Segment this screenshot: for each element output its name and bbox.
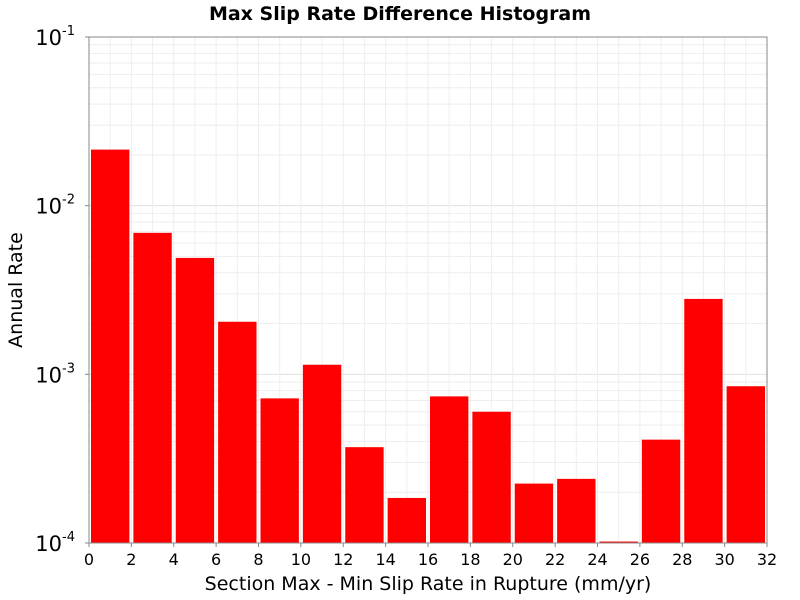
x-tick-label: 24 (587, 550, 607, 569)
x-axis-label: Section Max - Min Slip Rate in Rupture (… (205, 573, 652, 595)
y-tick-label: 10-1 (35, 24, 75, 50)
x-tick-label: 6 (211, 550, 221, 569)
x-tick-label: 14 (375, 550, 395, 569)
y-axis-label: Annual Rate (5, 232, 27, 348)
x-tick-label: 16 (418, 550, 438, 569)
bar (726, 386, 765, 543)
bar (430, 396, 469, 543)
y-tick-label: 10-2 (35, 193, 75, 219)
x-tick-label: 18 (460, 550, 480, 569)
bar (91, 149, 130, 543)
bar (302, 364, 342, 543)
x-tick-label: 28 (672, 550, 692, 569)
bar (345, 447, 384, 543)
bar (387, 497, 426, 543)
bar (218, 321, 257, 543)
bar (684, 298, 723, 543)
x-tick-label: 12 (333, 550, 353, 569)
bar (472, 411, 511, 543)
x-tick-label: 26 (630, 550, 650, 569)
x-tick-label: 10 (291, 550, 311, 569)
x-tick-label: 2 (126, 550, 136, 569)
bar (133, 232, 172, 543)
x-tick-label: 22 (545, 550, 565, 569)
bar (557, 478, 596, 543)
x-tick-label: 4 (169, 550, 179, 569)
x-axis-ticks: 0 2 4 6 8 10 12 14 16 18 20 22 24 26 28 30 32 (84, 543, 777, 569)
x-tick-label: 20 (503, 550, 523, 569)
bars (91, 149, 765, 543)
bar (641, 439, 681, 543)
bar (260, 398, 299, 543)
x-tick-label: 0 (84, 550, 94, 569)
chart-title: Max Slip Rate Difference Histogram (209, 3, 591, 25)
bar (514, 483, 554, 543)
y-axis-ticks: 10-1 10-2 10-3 10-4 (35, 24, 89, 556)
y-tick-label: 10-4 (35, 530, 75, 556)
y-tick-label: 10-3 (35, 361, 75, 387)
x-tick-label: 30 (714, 550, 734, 569)
x-tick-label: 8 (253, 550, 263, 569)
x-tick-label: 32 (757, 550, 777, 569)
bar (175, 257, 215, 543)
bar (599, 541, 638, 543)
